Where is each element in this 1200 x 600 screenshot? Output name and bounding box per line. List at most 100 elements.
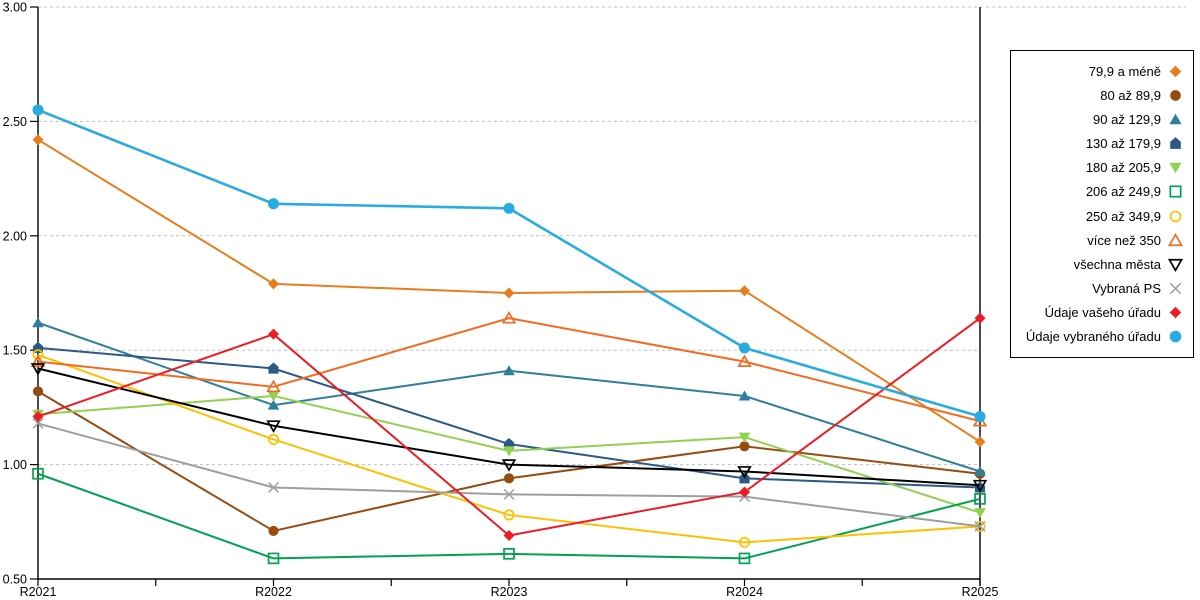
data-point <box>267 198 280 210</box>
legend-marker-icon <box>1169 162 1182 174</box>
marker-square-open-icon <box>503 548 515 560</box>
marker-circle-icon <box>32 386 44 397</box>
marker-triangle-up-icon <box>32 317 44 328</box>
marker-triangle-up-open-icon <box>30 354 46 367</box>
legend-marker-icon <box>1170 137 1181 149</box>
data-point <box>738 536 751 548</box>
marker-circle-open-icon <box>503 509 515 521</box>
legend-label: více než 350 <box>1087 232 1161 248</box>
data-point <box>503 287 515 299</box>
legend-item: 130 až 179,9 <box>1015 135 1184 152</box>
marker-triangle-down-icon <box>974 508 986 519</box>
marker-diamond-icon <box>32 134 44 146</box>
data-point <box>266 379 281 393</box>
data-point <box>503 446 515 457</box>
data-point <box>974 436 986 448</box>
marker-triangle-down-open-icon <box>1167 258 1184 272</box>
marker-pentagon-icon <box>1170 137 1181 149</box>
legend-item: 90 až 129,9 <box>1015 111 1184 128</box>
marker-circle-open-icon <box>32 349 44 361</box>
legend-label: Údaje vašeho úřadu <box>1044 305 1161 321</box>
data-point <box>503 202 515 214</box>
legend-label: 180 až 205,9 <box>1085 160 1161 176</box>
marker-diamond-icon <box>32 411 44 423</box>
data-point <box>974 312 986 324</box>
legend-item: 250 až 349,9 <box>1015 208 1184 225</box>
marker-circle-icon <box>503 473 515 484</box>
marker-x-open-icon <box>268 481 279 493</box>
marker-triangle-up-icon <box>1169 113 1182 125</box>
marker-triangle-down-open-icon <box>30 363 46 376</box>
series-line <box>37 472 981 560</box>
data-point <box>30 354 46 367</box>
legend-marker-icon <box>1167 258 1184 272</box>
data-point <box>503 473 515 484</box>
data-point <box>32 386 44 397</box>
marker-diamond-icon <box>1169 306 1182 319</box>
marker-circle-icon <box>974 411 986 423</box>
legend-marker-icon <box>1169 210 1182 222</box>
marker-circle-icon <box>1169 331 1182 343</box>
legend-label: 206 až 249,9 <box>1085 184 1161 200</box>
data-point <box>974 411 986 423</box>
legend-label: 90 až 129,9 <box>1093 111 1161 127</box>
data-point <box>503 548 515 560</box>
marker-diamond-icon <box>739 486 750 498</box>
marker-triangle-down-open-icon <box>972 479 988 493</box>
data-point <box>738 342 751 354</box>
marker-triangle-down-open-icon <box>266 420 281 433</box>
series-line <box>37 317 981 423</box>
legend-item: Vybraná PS <box>1015 280 1184 297</box>
y-tick-label: 2.50 <box>3 115 27 129</box>
marker-diamond-icon <box>503 530 515 542</box>
data-point <box>974 493 986 505</box>
marker-circle-icon <box>268 525 279 537</box>
legend-item: Údaje vybraného úřadu <box>1015 328 1184 345</box>
legend-marker-icon <box>1169 65 1182 77</box>
marker-triangle-up-icon <box>503 365 515 376</box>
data-point <box>32 417 44 429</box>
marker-triangle-down-icon <box>738 432 751 443</box>
data-point <box>266 420 281 433</box>
data-point <box>737 354 752 367</box>
marker-circle-open-icon <box>267 433 280 445</box>
legend-label: Údaje vybraného úřadu <box>1025 329 1161 345</box>
y-tick-label: 1.50 <box>3 344 27 358</box>
data-point <box>267 391 280 402</box>
legend-marker-icon <box>1169 282 1182 295</box>
data-point <box>501 459 517 472</box>
data-point <box>738 432 751 443</box>
data-point <box>738 552 751 565</box>
data-point <box>32 317 44 328</box>
y-tick-label: 2.00 <box>3 229 27 243</box>
legend-marker-icon <box>1167 232 1184 246</box>
legend-item: 79,9 a méně <box>1015 63 1184 80</box>
data-point <box>268 525 279 537</box>
marker-circle-open-icon <box>738 536 751 548</box>
marker-diamond-icon <box>974 312 986 324</box>
data-point <box>268 362 279 374</box>
marker-circle-icon <box>503 202 515 214</box>
y-tick-label: 1.00 <box>3 458 27 472</box>
marker-diamond-icon <box>739 285 750 297</box>
data-point <box>268 328 279 340</box>
legend-item: více než 350 <box>1015 232 1184 249</box>
series-line <box>37 367 981 487</box>
marker-triangle-down-open-icon <box>501 459 517 472</box>
x-tick-label: R2023 <box>491 585 528 599</box>
marker-circle-icon <box>1170 89 1181 101</box>
data-point <box>503 365 515 376</box>
data-point <box>503 530 515 542</box>
data-point <box>503 509 515 521</box>
legend-item: 80 až 89,9 <box>1015 87 1184 104</box>
legend-marker-icon <box>1169 185 1182 198</box>
marker-square-open-icon <box>32 467 44 480</box>
x-tick-label: R2021 <box>20 585 57 599</box>
data-point <box>267 552 280 565</box>
marker-triangle-up-open-icon <box>266 379 281 393</box>
x-tick-label: R2024 <box>726 585 763 599</box>
data-point <box>972 479 988 493</box>
legend: 79,9 a méně 80 až 89,9 90 až 129,9 130 až 1… <box>1010 50 1194 358</box>
